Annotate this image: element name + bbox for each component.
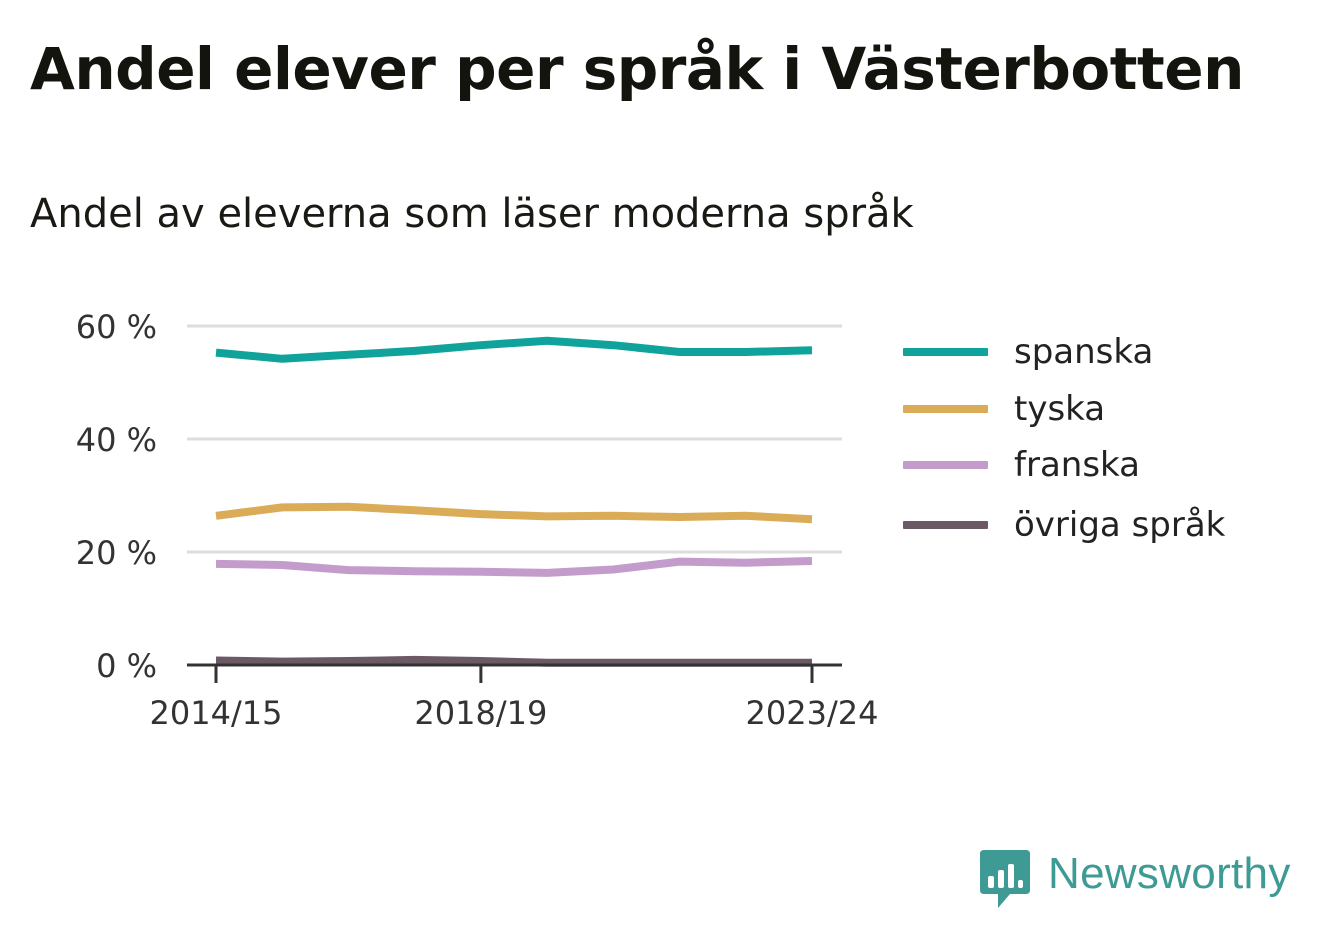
x-tick-label: 2018/19	[414, 694, 547, 732]
series-line-tyska	[215, 502, 813, 524]
legend-label: spanska	[1014, 332, 1154, 372]
legend-swatch	[903, 348, 988, 356]
legend-swatch	[903, 405, 988, 413]
x-tick-label: 2014/15	[150, 694, 283, 732]
legend-swatch	[903, 521, 988, 529]
x-tick-label: 2023/24	[746, 694, 879, 732]
chart-title: Andel elever per språk i Västerbotten	[30, 35, 1244, 103]
legend-label: övriga språk	[1014, 505, 1226, 545]
series-line-övriga-språk	[215, 655, 812, 667]
y-tick-label: 60 %	[76, 308, 157, 346]
series-line-franska	[215, 557, 813, 577]
y-tick-label: 40 %	[76, 421, 157, 459]
chart-subtitle: Andel av eleverna som läser moderna språ…	[30, 191, 914, 237]
legend-label: tyska	[1014, 389, 1106, 429]
y-tick-label: 0 %	[96, 647, 157, 685]
series-line-spanska	[215, 336, 813, 363]
legend-label: franska	[1014, 445, 1140, 485]
logo-text: Newsworthy	[1048, 849, 1291, 898]
newsworthy-chart-bubble-icon	[980, 850, 1030, 908]
y-tick-label: 20 %	[76, 534, 157, 572]
legend-swatch	[903, 461, 988, 469]
